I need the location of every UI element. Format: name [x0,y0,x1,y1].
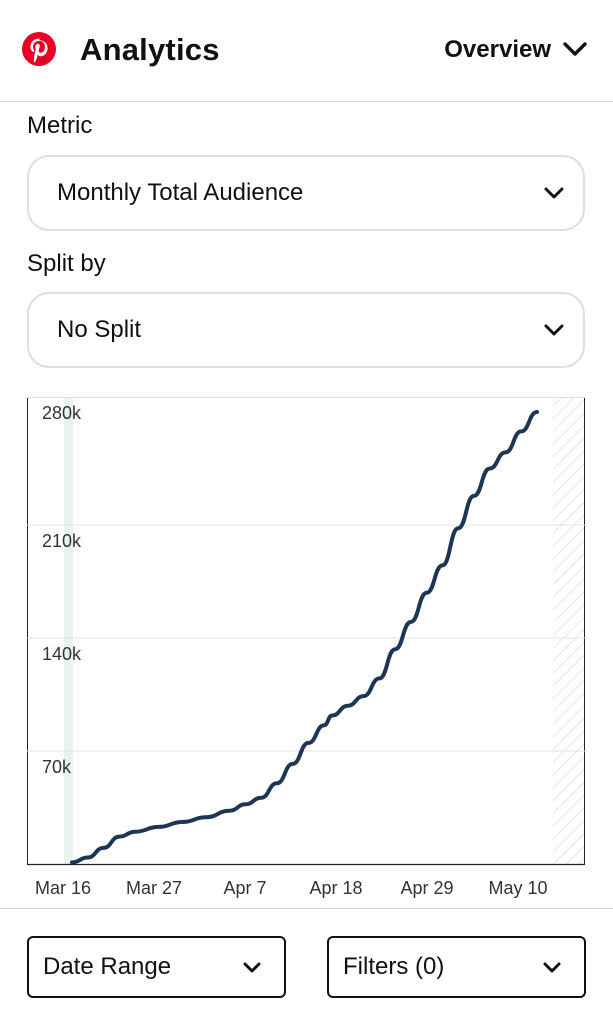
future-hatch-area [553,397,585,865]
footer-divider [0,908,613,909]
y-tick-label: 140k [42,644,82,664]
audience-chart[interactable]: 70k 140k 210k 280k Mar 16 Mar 27 Apr 7 Apr 18 A… [27,397,585,898]
split-by-select[interactable]: No Split [27,292,585,368]
filters-button[interactable]: Filters (0) [327,936,586,998]
split-by-select-value: No Split [57,316,142,343]
x-tick-label: Apr 18 [309,878,362,898]
series-line [70,410,539,865]
x-tick-label: Mar 27 [126,878,182,898]
filters-label: Filters (0) [343,953,445,980]
y-tick-label: 210k [42,531,82,551]
date-range-label: Date Range [43,953,172,980]
chevron-down-icon [544,324,564,336]
date-range-button[interactable]: Date Range [27,936,286,998]
overview-dropdown[interactable]: Overview [444,32,587,68]
x-tick-label: Apr 7 [223,878,266,898]
x-tick-label: Mar 16 [35,878,91,898]
metric-select-value: Monthly Total Audience [57,179,304,206]
overview-label: Overview [444,36,551,63]
chevron-down-icon [544,187,564,199]
app-header: Analytics Overview [0,0,613,102]
chevron-down-icon [243,962,261,973]
chevron-down-icon [563,42,587,56]
pinterest-logo-icon[interactable] [22,32,56,66]
metric-select[interactable]: Monthly Total Audience [27,155,585,231]
page-title: Analytics [80,32,220,67]
audience-line-chart[interactable]: 70k 140k 210k 280k Mar 16 Mar 27 Apr 7 Apr 18 A… [27,397,585,907]
y-tick-label: 70k [42,757,72,777]
x-tick-label: Apr 29 [400,878,453,898]
today-highlight-band [64,397,73,865]
split-by-label: Split by [27,250,106,277]
chevron-down-icon [543,962,561,973]
metric-label: Metric [27,112,93,139]
y-tick-label: 280k [42,403,82,423]
x-tick-label: May 10 [488,878,547,898]
